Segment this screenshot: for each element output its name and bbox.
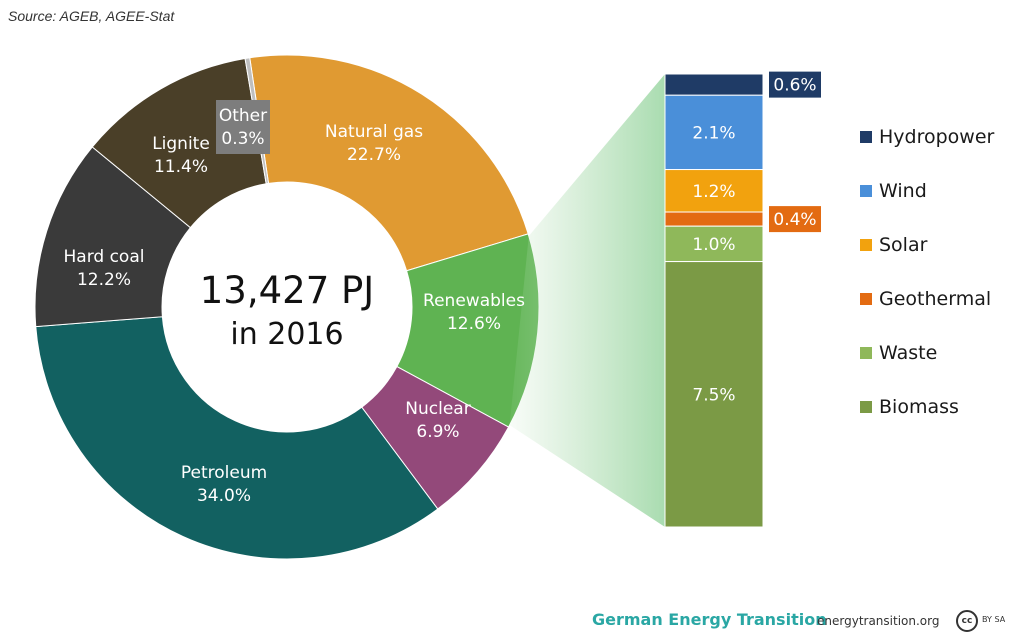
legend-swatch-biomass	[860, 401, 872, 413]
slice-value-natural-gas: 22.7%	[347, 145, 401, 165]
license-icon: cc	[956, 610, 978, 632]
chart-source: Source: AGEB, AGEE-Stat	[8, 8, 175, 24]
slice-value-renewables: 12.6%	[447, 314, 501, 334]
bar-value-geothermal: 0.4%	[773, 210, 816, 230]
slice-label-lignite: Lignite	[152, 134, 210, 154]
callout-box-hydropower	[769, 71, 821, 98]
callout-box-other	[216, 100, 270, 154]
slice-label-hard-coal: Hard coal	[64, 247, 145, 267]
legend-label-waste: Waste	[879, 342, 937, 364]
legend-label-biomass: Biomass	[879, 396, 959, 418]
legend-swatch-wind	[860, 185, 872, 197]
slice-value-hard-coal: 12.2%	[77, 270, 131, 290]
slice-label-renewables: Renewables	[423, 291, 525, 311]
bar-value-waste: 1.0%	[692, 235, 735, 255]
legend-label-wind: Wind	[879, 180, 927, 202]
callout-box-geothermal	[769, 206, 821, 233]
slice-label-nuclear: Nuclear	[405, 399, 470, 419]
legend-label-hydropower: Hydropower	[879, 126, 995, 148]
center-year: in 2016	[230, 317, 343, 352]
renewables-connector	[509, 74, 665, 527]
slice-petroleum	[35, 316, 439, 560]
legend-swatch-geothermal	[860, 293, 872, 305]
slice-label-petroleum: Petroleum	[181, 463, 267, 483]
legend-label-geothermal: Geothermal	[879, 288, 991, 310]
legend-swatch-hydropower	[860, 131, 872, 143]
legend-swatch-waste	[860, 347, 872, 359]
legend-label-solar: Solar	[879, 234, 928, 256]
license-text: BY SA	[982, 615, 1006, 624]
legend-swatch-solar	[860, 239, 872, 251]
bar-value-solar: 1.2%	[692, 182, 735, 202]
bar-segment-geothermal	[664, 211, 764, 227]
bar-segment-solar	[664, 169, 764, 213]
bar-value-wind: 2.1%	[692, 123, 735, 143]
center-total: 13,427 PJ	[200, 269, 374, 312]
bar-segment-biomass	[664, 261, 764, 528]
slice-value-nuclear: 6.9%	[416, 422, 459, 442]
slice-value-petroleum: 34.0%	[197, 486, 251, 506]
bar-segment-hydropower	[664, 73, 764, 96]
slice-natural-gas	[249, 54, 529, 272]
footer-brand: German Energy Transition	[592, 610, 827, 629]
bar-value-hydropower: 0.6%	[773, 76, 816, 96]
bar-segment-wind	[664, 94, 764, 171]
slice-label-natural-gas: Natural gas	[325, 122, 423, 142]
slice-value-lignite: 11.4%	[154, 157, 208, 177]
slice-value-other: 0.3%	[221, 129, 264, 149]
bar-value-biomass: 7.5%	[692, 385, 735, 405]
footer-url[interactable]: energytransition.org	[817, 614, 940, 628]
slice-label-other: Other	[219, 106, 267, 126]
